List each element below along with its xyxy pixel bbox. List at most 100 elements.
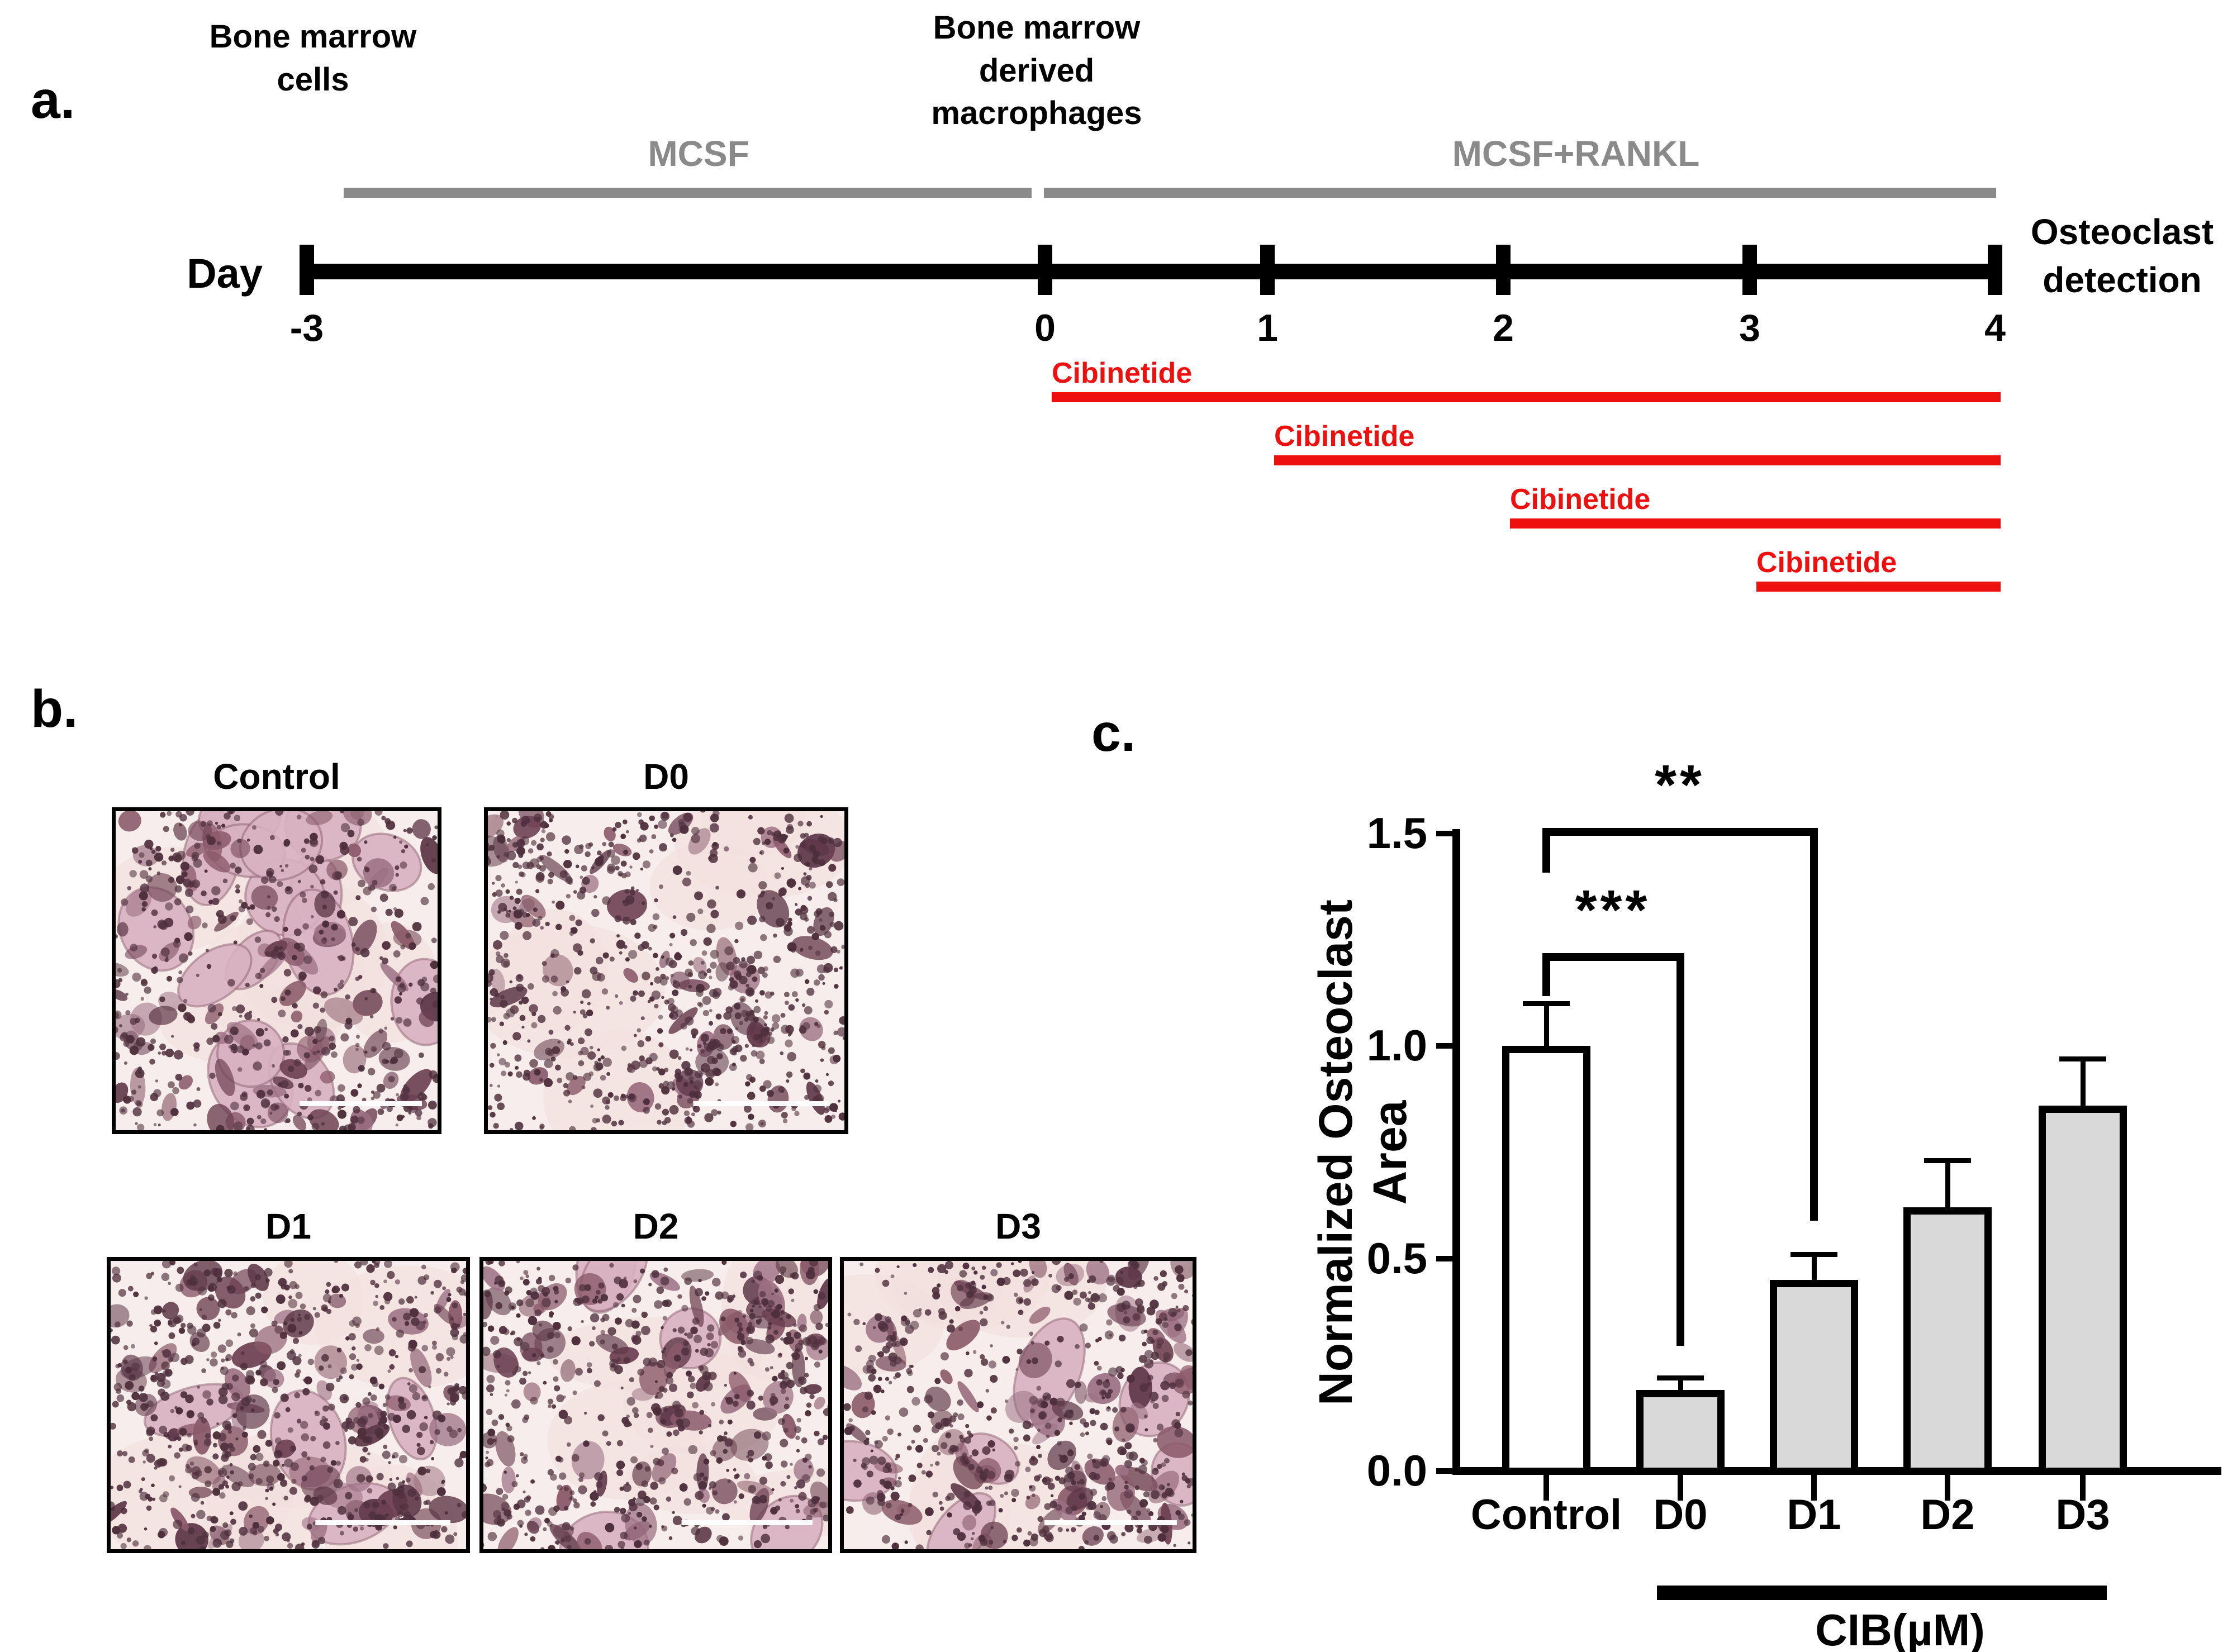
timeline-tick-day-3 [1742,245,1757,295]
x-axis-tick [1945,1475,1950,1501]
micrograph-d1 [76,1237,502,1613]
mcsf-line [344,188,1032,198]
x-tick-label: D0 [1653,1491,1708,1539]
cibinetide-label: Cibinetide [1510,483,1651,516]
cib-group-line [1657,1586,2107,1600]
bone-marrow-cells-line1: Bone marrow [209,18,417,55]
micrograph-image [787,1218,1222,1584]
x-axis-tick [1678,1475,1683,1501]
micrograph-d2 [459,1212,920,1588]
y-axis-tick [1436,1255,1456,1261]
micrograph-image [456,776,867,1165]
mcsf-rankl-line [1044,188,1996,198]
micrograph-image [76,1237,502,1613]
bar-d3 [2039,1105,2127,1475]
osteoclast-detection-line1: Osteoclast [2030,212,2214,252]
x-axis-tick [2080,1475,2086,1501]
cibinetide-bar-d2 [1510,518,2001,529]
x-axis-tick [1811,1475,1817,1501]
y-axis-tick [1436,1468,1456,1474]
x-axis-tick [1543,1475,1549,1501]
scale-bar [315,1520,450,1525]
timeline-tick-day-1 [1260,245,1275,295]
error-bar-cap [1924,1158,1971,1164]
error-bar-line [2080,1058,2086,1106]
scale-bar [300,1101,422,1106]
scale-bar [681,1520,813,1525]
micrograph-control [91,785,460,1161]
cibinetide-label: Cibinetide [1052,357,1193,389]
sig-label: *** [1575,879,1651,941]
panel-c-label: c. [1091,703,1136,763]
sig-bracket-line [1542,828,1818,836]
error-bar-line [1945,1160,1950,1208]
osteoclast-detection-label: Osteoclast detection [2007,208,2237,304]
y-axis-tick [1436,1043,1456,1049]
error-bar-cap [1790,1251,1837,1257]
micrograph-label: D3 [995,1206,1041,1246]
sig-label: ** [1655,754,1705,816]
bone-marrow-cells-line2: cells [277,61,349,98]
x-tick-label: D1 [1787,1491,1841,1539]
y-tick-label: 0.0 [1366,1446,1427,1495]
macrophages-label: Bone marrow derived macrophages [897,7,1176,135]
bone-marrow-cells-label: Bone marrow cells [173,16,453,101]
day-axis-label: Day [187,250,263,297]
cibinetide-label: Cibinetide [1274,420,1415,453]
x-tick-label: D2 [1920,1491,1975,1539]
error-bar-line [1678,1377,1683,1391]
micrograph-label: D2 [633,1206,679,1246]
sig-bracket-left [1542,953,1550,996]
error-bar-cap [2059,1056,2106,1061]
cibinetide-bar-d1 [1274,455,2001,465]
day-tick-label: -3 [289,307,324,349]
day-tick-label: 1 [1257,307,1278,349]
x-tick-label: Control [1470,1491,1622,1539]
panel-b-label: b. [31,679,78,739]
micrograph-image [459,1212,920,1588]
macrophages-line1: Bone marrow [933,9,1141,46]
cib-group-label: CIB(µM) [1815,1605,1985,1652]
cibinetide-label: Cibinetide [1756,546,1897,579]
y-axis-tick [1436,830,1456,836]
day-tick-label: 0 [1034,307,1056,349]
timeline-tick-day-4 [1988,245,2002,295]
osteoclast-detection-line2: detection [2043,260,2202,301]
panel-a-label: a. [31,70,75,130]
timeline-tick-day--3 [300,245,314,295]
bar-d1 [1770,1279,1858,1475]
y-tick-label: 0.5 [1366,1233,1427,1283]
bar-d2 [1903,1207,1992,1475]
timeline-bar [300,264,2002,279]
micrograph-label: Control [213,756,340,797]
error-bar-cap [1657,1375,1704,1380]
day-tick-label: 2 [1493,307,1514,349]
cibinetide-bar-d0 [1052,392,2001,402]
micrograph-image [91,785,460,1161]
scale-bar [1044,1520,1177,1525]
micrograph-d0 [456,776,867,1165]
error-bar-line [1811,1254,1817,1280]
timeline-tick-day-0 [1038,245,1052,295]
macrophages-line3: macrophages [931,95,1142,132]
scale-bar [693,1101,829,1106]
mcsf-rankl-label: MCSF+RANKL [1452,134,1700,174]
bar-d0 [1636,1390,1725,1475]
macrophages-line2: derived [979,52,1095,89]
micrograph-label: D1 [265,1206,311,1246]
mcsf-label: MCSF [648,134,749,174]
day-tick-label: 3 [1739,307,1760,349]
sig-bracket-right [1676,953,1684,1346]
sig-bracket-left [1542,828,1550,873]
micrograph-d3 [787,1218,1222,1584]
x-tick-label: D3 [2055,1491,2110,1539]
y-axis-line [1452,829,1460,1475]
micrograph-label: D0 [643,756,689,797]
sig-bracket-right [1810,828,1818,1221]
timeline-tick-day-2 [1496,245,1511,295]
error-bar-cap [1523,1001,1570,1006]
y-tick-label: 1.0 [1366,1021,1427,1070]
bar-control [1502,1046,1590,1475]
cibinetide-bar-d3 [1756,582,2001,592]
